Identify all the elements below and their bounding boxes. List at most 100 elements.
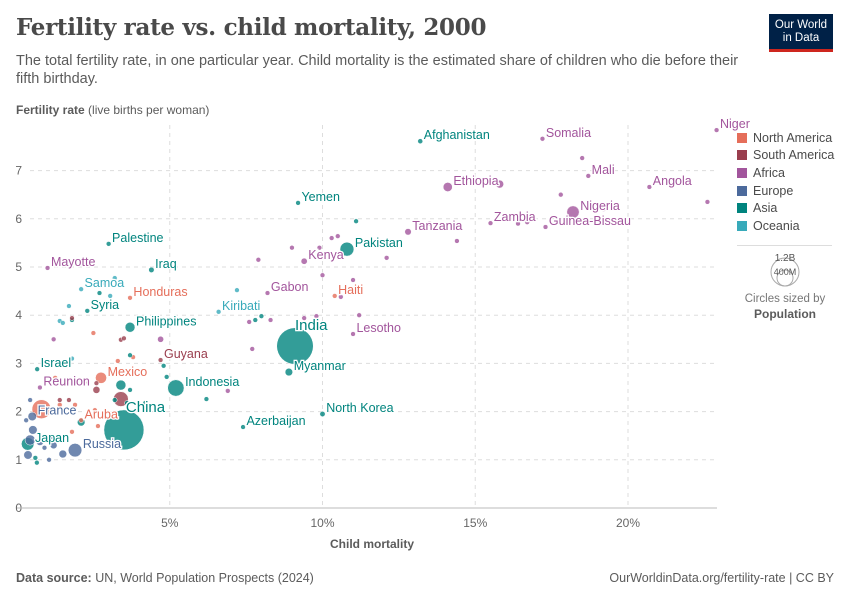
data-point-iraq xyxy=(148,266,155,273)
data-point xyxy=(316,245,323,251)
legend-swatch xyxy=(737,132,747,143)
x-tick-label: 20% xyxy=(616,516,640,530)
legend-swatch xyxy=(737,150,747,161)
data-point xyxy=(454,238,460,244)
legend-swatch xyxy=(737,185,747,196)
data-point-gabon xyxy=(264,290,271,296)
data-point-kiribati xyxy=(215,309,222,315)
point-label: Afghanistan xyxy=(424,128,490,142)
point-label: India xyxy=(295,317,328,334)
data-point xyxy=(384,255,390,261)
legend-label: Oceania xyxy=(753,218,800,233)
data-point xyxy=(495,179,504,189)
owid-logo[interactable]: Our World in Data xyxy=(769,14,833,52)
data-point xyxy=(115,358,121,364)
x-tick-label: 15% xyxy=(463,516,487,530)
source-link[interactable]: OurWorldinData.org/fertility-rate | CC B… xyxy=(609,571,834,585)
point-label: Japan xyxy=(35,431,69,445)
point-label: Philippines xyxy=(136,314,196,328)
data-point-haiti xyxy=(332,293,338,299)
data-point xyxy=(121,335,127,341)
data-point xyxy=(41,445,48,451)
data-point xyxy=(329,235,335,241)
data-point xyxy=(338,294,344,300)
y-tick-label: 7 xyxy=(15,164,22,178)
data-point xyxy=(301,315,307,321)
data-point-somalia xyxy=(539,136,546,142)
data-point xyxy=(92,386,101,394)
data-point xyxy=(524,219,530,225)
point-label: Israel xyxy=(41,356,72,370)
legend-swatch xyxy=(737,220,747,231)
data-point xyxy=(32,455,38,461)
data-point xyxy=(579,155,585,161)
x-tick-label: 10% xyxy=(310,516,334,530)
data-point-mali xyxy=(585,173,591,179)
point-label: Azerbaijan xyxy=(246,414,305,428)
point-label: North Korea xyxy=(326,401,393,415)
data-point xyxy=(203,396,210,402)
data-point xyxy=(112,397,118,403)
data-point xyxy=(527,216,533,222)
data-point xyxy=(60,320,66,326)
data-point-palestine xyxy=(106,241,112,247)
size-legend-note: Circles sized by Population xyxy=(718,292,850,323)
data-point xyxy=(600,206,607,212)
data-point xyxy=(31,399,52,419)
data-point xyxy=(49,441,58,450)
legend-item-north-america[interactable]: North America xyxy=(737,129,834,147)
data-point xyxy=(36,438,44,446)
data-point xyxy=(335,233,341,239)
point-label: Indonesia xyxy=(185,375,239,389)
data-point xyxy=(34,460,40,466)
data-point xyxy=(249,346,255,352)
point-label: France xyxy=(38,403,77,417)
data-point xyxy=(319,272,326,278)
data-point xyxy=(72,402,78,408)
data-point xyxy=(66,397,72,403)
point-label: Kenya xyxy=(308,248,343,262)
point-label: Niger xyxy=(720,117,750,131)
data-point-niger xyxy=(713,127,720,133)
legend-item-oceania[interactable]: Oceania xyxy=(737,217,834,235)
data-point-myanmar xyxy=(284,368,293,377)
data-point xyxy=(58,449,68,459)
point-label: Russia xyxy=(83,437,121,451)
data-point-reunion xyxy=(37,384,43,391)
point-label: Aruba xyxy=(85,407,118,421)
data-point-nigeria xyxy=(566,205,580,219)
point-label: Guyana xyxy=(164,347,208,361)
data-point-indonesia xyxy=(167,379,185,397)
data-point-ethiopia xyxy=(442,182,453,192)
data-point xyxy=(350,277,356,283)
point-label: Lesotho xyxy=(356,321,401,335)
data-point xyxy=(157,335,164,343)
data-point xyxy=(57,397,63,403)
data-point-guinea-bissau xyxy=(542,224,549,230)
legend-label: Africa xyxy=(753,165,785,180)
data-point-honduras xyxy=(127,295,133,301)
data-point-pakistan xyxy=(339,241,355,257)
data-point xyxy=(289,245,295,251)
legend-item-south-america[interactable]: South America xyxy=(737,147,834,165)
data-point-afghanistan xyxy=(417,138,424,144)
data-source-text: UN, World Population Prospects (2024) xyxy=(95,571,314,585)
data-point-israel xyxy=(34,366,40,372)
legend-item-europe[interactable]: Europe xyxy=(737,182,834,200)
legend-label: South America xyxy=(753,148,835,163)
legend-item-asia[interactable]: Asia xyxy=(737,199,834,217)
point-label: Syria xyxy=(91,298,120,312)
legend-swatch xyxy=(737,203,747,214)
legend-label: Asia xyxy=(753,201,778,216)
point-label: Myanmar xyxy=(294,359,346,373)
data-point xyxy=(267,317,274,323)
data-point xyxy=(107,293,113,299)
chart-title: Fertility rate vs. child mortality, 2000 xyxy=(16,14,487,41)
data-point xyxy=(313,313,320,319)
data-point xyxy=(115,379,127,391)
legend-divider xyxy=(737,245,832,246)
legend-item-africa[interactable]: Africa xyxy=(737,164,834,182)
data-point-france xyxy=(27,411,37,421)
